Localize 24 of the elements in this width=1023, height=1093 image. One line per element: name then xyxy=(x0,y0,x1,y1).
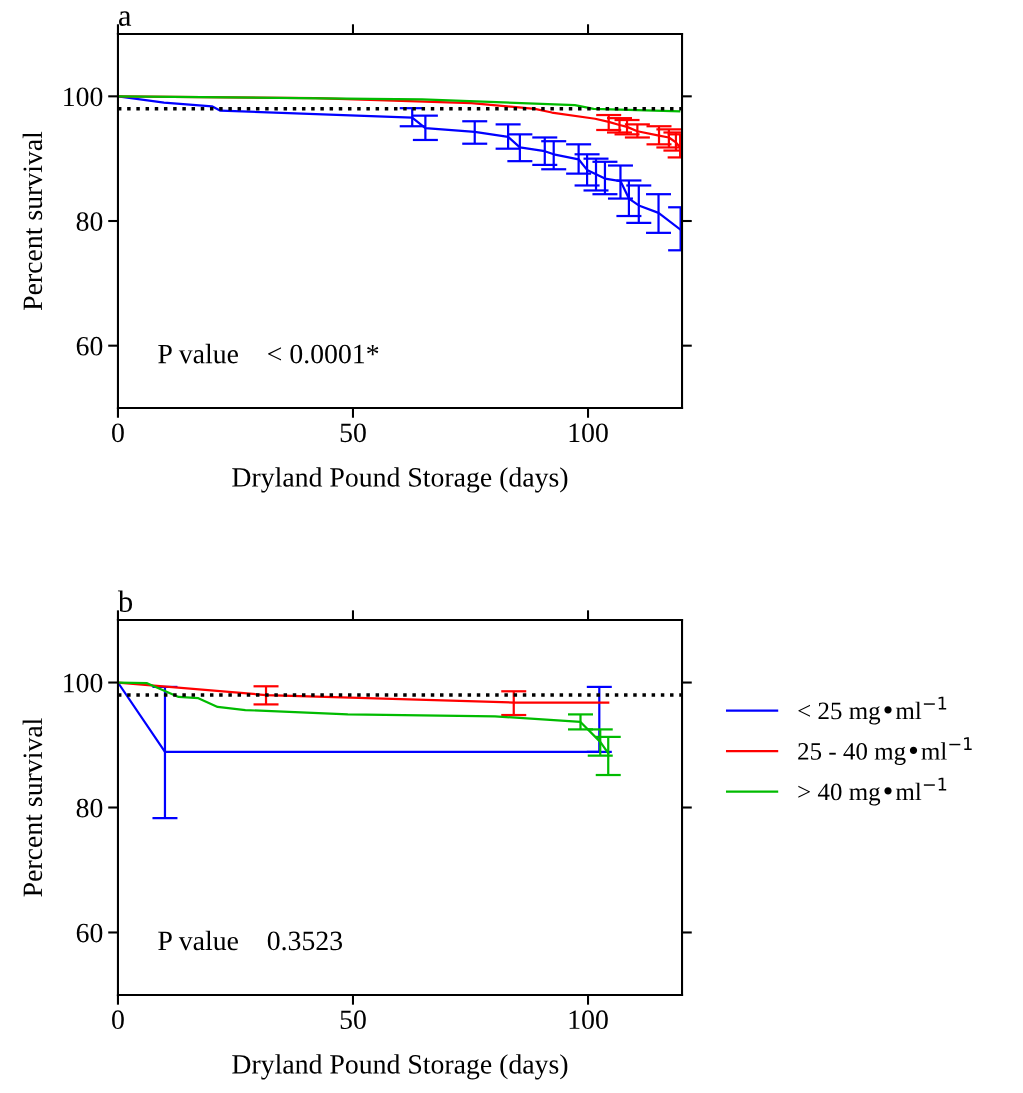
chart-title: b xyxy=(117,590,133,613)
x-tick-label: 50 xyxy=(340,423,366,443)
chart-title: a xyxy=(119,11,132,26)
x-tick-label: 0 xyxy=(112,423,124,443)
y-tick-label: 60 xyxy=(76,336,103,356)
x-tick-label: 100 xyxy=(569,1010,608,1030)
y-axis-title: Percent survival xyxy=(22,131,43,311)
y-axis-title: Percent survival xyxy=(22,718,43,897)
x-tick-label: 100 xyxy=(569,423,608,443)
y-tick-label: 80 xyxy=(76,798,103,818)
y-tick-label: 60 xyxy=(76,923,103,943)
y-tick-label: 100 xyxy=(64,673,103,693)
legend-label: 25 - 40 mg•ml$^{−1}$ xyxy=(798,737,972,765)
legend-label: < 25 mg•ml$^{−1}$ xyxy=(798,696,947,725)
x-tick-label: 0 xyxy=(112,1010,124,1030)
x-axis-title: Dryland Pound Storage (days) xyxy=(232,467,568,493)
x-tick-label: 50 xyxy=(340,1010,366,1030)
y-tick-label: 100 xyxy=(64,87,103,107)
annotation: P value < 0.0001* xyxy=(158,343,379,364)
x-axis-title: Dryland Pound Storage (days) xyxy=(232,1054,568,1080)
annotation: P value 0.3523 xyxy=(158,930,343,951)
legend-label: > 40 mg•ml$^{−1}$ xyxy=(798,777,947,806)
y-tick-label: 80 xyxy=(76,212,103,231)
line-series xyxy=(117,95,681,113)
